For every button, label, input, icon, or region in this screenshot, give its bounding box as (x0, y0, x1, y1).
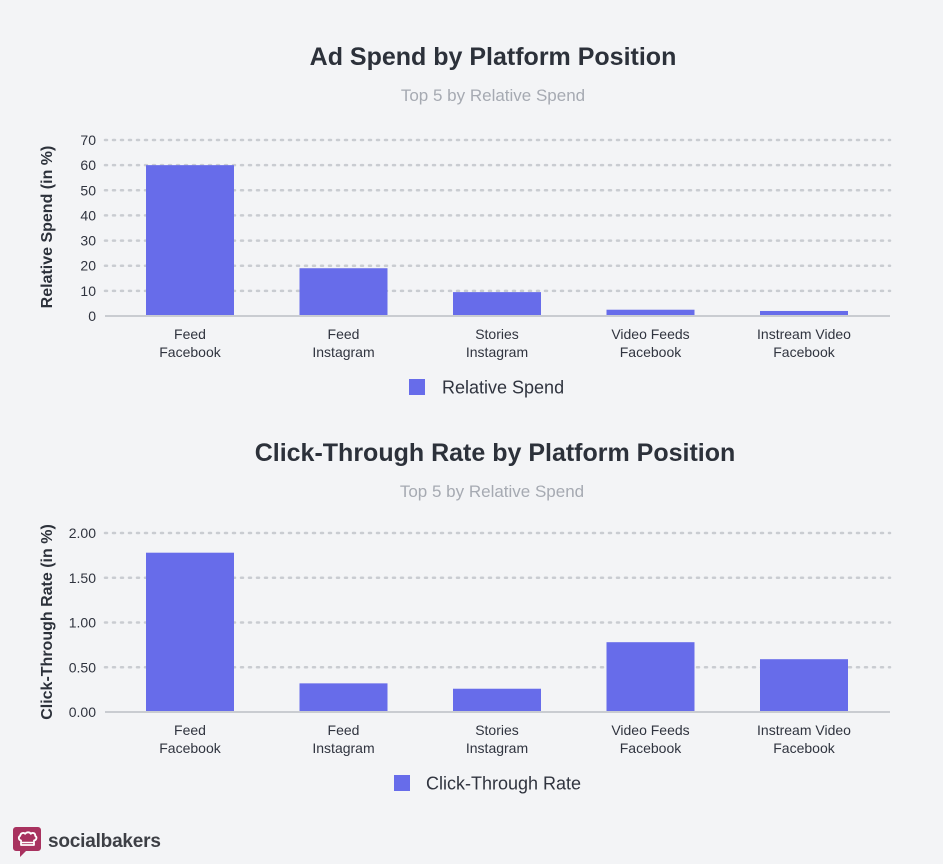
brand-name: socialbakers (48, 831, 161, 852)
bar (760, 659, 848, 712)
chart-subtitle: Top 5 by Relative Spend (400, 482, 584, 501)
ad-spend-chart: Ad Spend by Platform Position Top 5 by R… (39, 43, 892, 398)
bar (299, 683, 388, 712)
y-axis-label: Click-Through Rate (in %) (39, 524, 56, 720)
y-tick-label: 20 (80, 258, 96, 274)
bar (453, 292, 541, 316)
x-tick-label: Feed Facebook (159, 326, 221, 360)
chart-subtitle: Top 5 by Relative Spend (401, 86, 585, 105)
bar (146, 552, 234, 712)
socialbakers-chef-hat-icon (13, 827, 41, 857)
x-tick-label: Feed Facebook (159, 722, 221, 756)
y-tick-label: 70 (80, 132, 96, 148)
chart-title: Click-Through Rate by Platform Position (255, 439, 736, 467)
legend: Click-Through Rate (394, 774, 581, 794)
legend: Relative Spend (409, 378, 564, 398)
bar (299, 268, 388, 316)
x-tick-label: Feed Instagram (312, 326, 374, 360)
x-tick-label: Stories Instagram (466, 722, 528, 756)
y-tick-label: 10 (80, 283, 96, 299)
y-tick-label: 1.50 (69, 570, 96, 586)
y-tick-label: 30 (80, 233, 96, 249)
y-tick-label: 0.00 (69, 704, 96, 720)
bar (146, 165, 234, 316)
bar (606, 309, 695, 316)
y-tick-label: 0.50 (69, 659, 96, 675)
legend-swatch (409, 379, 425, 395)
x-tick-label: Video Feeds Facebook (611, 722, 689, 756)
legend-swatch (394, 775, 410, 791)
y-tick-label: 60 (80, 157, 96, 173)
y-tick-label: 2.00 (69, 525, 96, 541)
y-tick-label: 50 (80, 182, 96, 198)
x-tick-label: Feed Instagram (312, 722, 374, 756)
plot-area: 0 10 20 30 40 50 60 70 Feed Facebook Feed Instagram… (80, 132, 892, 360)
legend-label: Relative Spend (442, 378, 564, 398)
x-tick-label: Instream Video Facebook (757, 326, 851, 360)
y-tick-label: 40 (80, 207, 96, 223)
chart-title: Ad Spend by Platform Position (310, 43, 677, 71)
socialbakers-logo: socialbakers (12, 822, 161, 862)
legend-label: Click-Through Rate (426, 774, 581, 794)
bar (760, 310, 848, 316)
bar (606, 642, 695, 712)
y-axis-label: Relative Spend (in %) (39, 146, 56, 309)
bar (453, 688, 541, 712)
plot-area: 0.00 0.50 1.00 1.50 2.00 Feed Facebook Feed Inst… (69, 525, 892, 756)
y-tick-label: 0 (88, 308, 96, 324)
click-through-rate-chart: Click-Through Rate by Platform Position … (39, 439, 892, 794)
x-tick-label: Instream Video Facebook (757, 722, 851, 756)
x-tick-label: Video Feeds Facebook (611, 326, 689, 360)
y-tick-label: 1.00 (69, 615, 96, 631)
x-tick-label: Stories Instagram (466, 326, 528, 360)
